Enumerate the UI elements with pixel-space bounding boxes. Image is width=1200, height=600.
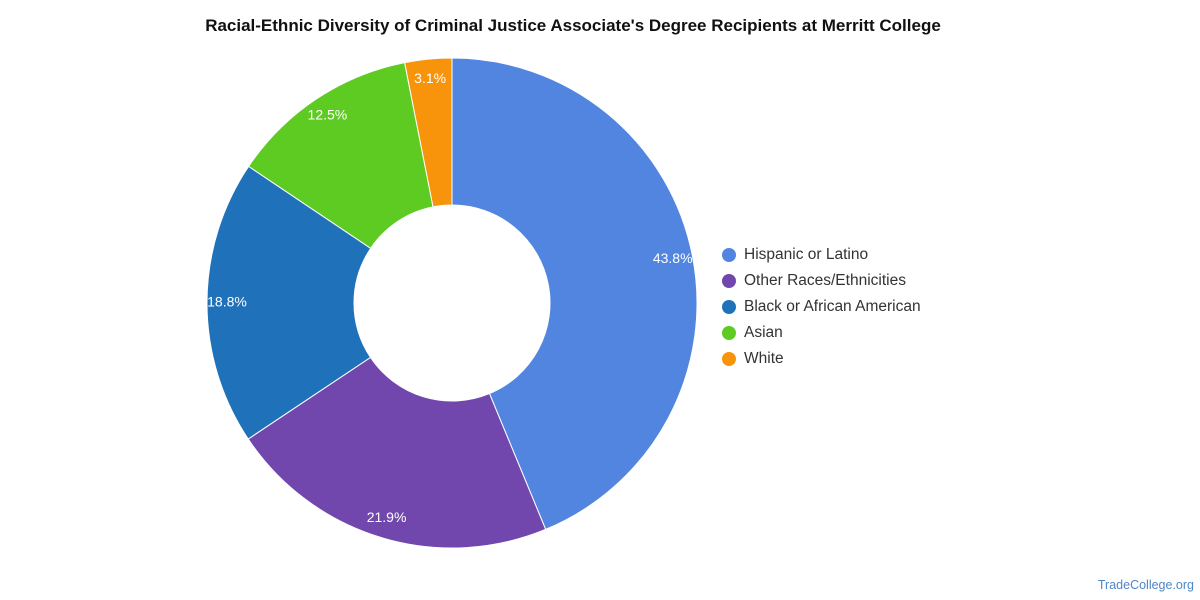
chart-title: Racial-Ethnic Diversity of Criminal Just… <box>205 16 941 35</box>
legend-label: Black or African American <box>744 298 921 315</box>
legend-item: White <box>722 346 921 372</box>
slice-label: 21.9% <box>367 509 407 525</box>
legend-item: Other Races/Ethnicities <box>722 268 921 294</box>
slice-black-or-african-american <box>206 165 372 440</box>
slice-asian <box>247 62 434 250</box>
legend-label: Asian <box>744 324 783 341</box>
legend-item: Black or African American <box>722 294 921 320</box>
slice-labels-group: 43.8% 21.9% 18.8% 12.5% 3.1% <box>207 70 692 525</box>
slice-white <box>404 57 453 208</box>
slice-other-races-ethnicities <box>247 356 547 549</box>
legend-swatch <box>722 274 736 288</box>
slice-label: 18.8% <box>207 293 247 309</box>
slice-label: 12.5% <box>308 106 348 122</box>
slice-label: 43.8% <box>653 250 693 266</box>
legend-label: Other Races/Ethnicities <box>744 272 906 289</box>
legend-label: White <box>744 350 784 367</box>
legend-swatch <box>722 326 736 340</box>
legend-item: Hispanic or Latino <box>722 242 921 268</box>
slice-label: 3.1% <box>414 70 446 86</box>
slices-group <box>206 57 698 549</box>
legend: Hispanic or Latino Other Races/Ethnicitie… <box>722 242 921 372</box>
legend-item: Asian <box>722 320 921 346</box>
legend-swatch <box>722 248 736 262</box>
watermark: TradeCollege.org <box>1097 578 1194 592</box>
legend-label: Hispanic or Latino <box>744 246 869 263</box>
legend-swatch <box>722 300 736 314</box>
legend-swatch <box>722 352 736 366</box>
slice-hispanic-or-latino <box>451 57 698 531</box>
